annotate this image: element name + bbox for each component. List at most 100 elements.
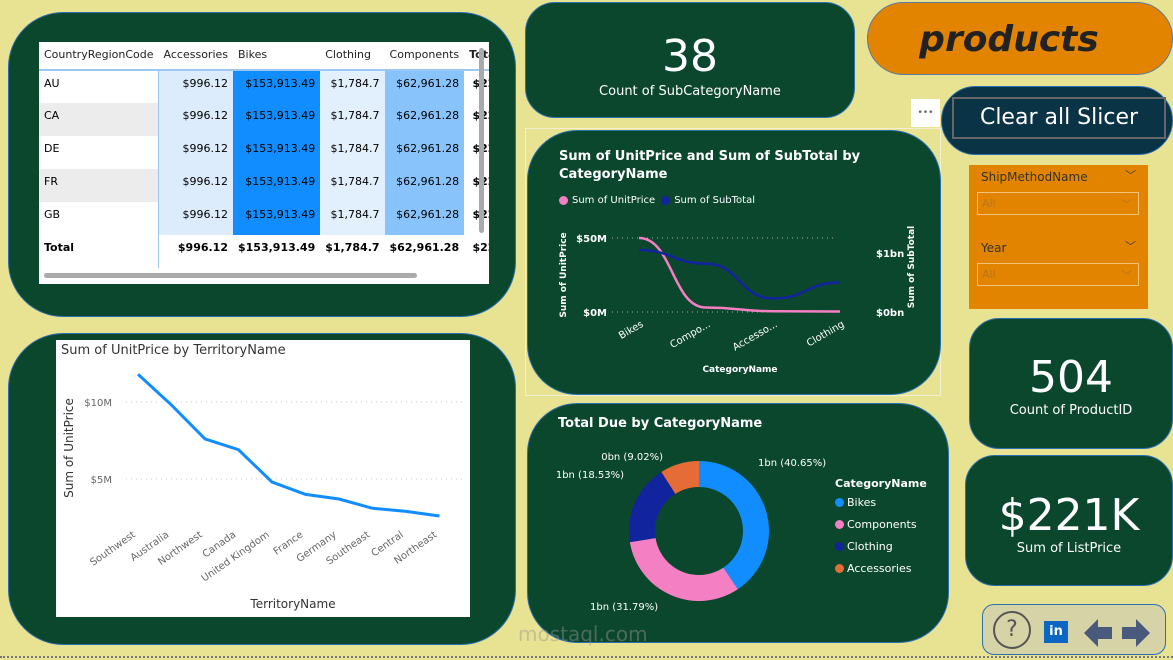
horizontal-scrollbar[interactable] bbox=[44, 273, 417, 278]
clear-all-slicer-button[interactable]: Clear all Slicer bbox=[952, 97, 1166, 139]
linkedin-button[interactable]: in bbox=[1044, 621, 1068, 643]
data-label: 1bn (40.65%) bbox=[758, 458, 826, 469]
legend-item[interactable]: Sum of UnitPrice bbox=[572, 195, 656, 206]
col-header[interactable]: CountryRegionCode bbox=[39, 42, 159, 71]
legend-dot-icon bbox=[835, 498, 844, 507]
table-cell: $153,913.49 bbox=[233, 136, 321, 169]
table-cell: $1,784.7 bbox=[320, 202, 385, 235]
total-cell: $22 bbox=[464, 235, 489, 268]
nav-arrows bbox=[1084, 619, 1150, 647]
legend-dot-icon bbox=[835, 542, 844, 551]
table-cell: DE bbox=[44, 142, 60, 155]
watermark: mostaql.com bbox=[518, 622, 648, 646]
forward-arrow-icon[interactable] bbox=[1122, 619, 1150, 647]
table-cell: $996.12 bbox=[158, 103, 233, 136]
donut-svg: 1bn (40.65%) 1bn (31.79%) 1bn (18.53%) 0bn … bbox=[556, 452, 826, 613]
legend-dot-icon bbox=[559, 196, 568, 205]
slicer-panel: ShipMethodName ﹀ All ﹀ Year ﹀ All ﹀ bbox=[969, 165, 1148, 309]
data-label: 1bn (31.79%) bbox=[590, 602, 658, 613]
combo-chart-panel: Sum of UnitPrice and Sum of SubTotal by … bbox=[527, 130, 941, 395]
table-cell: $22 bbox=[464, 169, 489, 202]
table-cell: $62,961.28 bbox=[384, 103, 465, 136]
y-tick-label: $0M bbox=[583, 308, 607, 319]
col-header[interactable]: Tota bbox=[464, 42, 489, 71]
chart-title: Sum of UnitPrice and Sum of SubTotal by … bbox=[559, 149, 861, 182]
table-cell: $22 bbox=[464, 103, 489, 136]
legend-item[interactable]: Clothing bbox=[835, 540, 927, 553]
donut-slice-bikes bbox=[699, 461, 769, 590]
y-tick-label: $5M bbox=[91, 475, 112, 486]
vertical-scrollbar[interactable] bbox=[479, 48, 484, 233]
total-row: Total $996.12 $153,913.49 $1,784.7 $62,961.2… bbox=[39, 235, 489, 268]
matrix-table: CountryRegionCode Accessories Bikes Clot… bbox=[39, 42, 489, 284]
legend-title: CategoryName bbox=[835, 477, 927, 490]
page-title-banner: products bbox=[867, 2, 1173, 75]
total-cell: $153,913.49 bbox=[233, 235, 321, 268]
page-border-bottom bbox=[0, 656, 1173, 658]
chevron-down-icon[interactable]: ﹀ bbox=[1125, 169, 1136, 182]
subtotal-series-line bbox=[638, 248, 841, 300]
combo-line-svg: $0M $50M $0bn $1bn Bikes Compo... Accesso... Cl… bbox=[559, 226, 917, 375]
total-cell: $1,784.7 bbox=[320, 235, 385, 268]
donut-legend: CategoryName Bikes Components Clothing Acce… bbox=[835, 477, 927, 584]
legend-item[interactable]: Sum of SubTotal bbox=[674, 195, 755, 206]
listprice-sum-card: $221K Sum of ListPrice bbox=[965, 455, 1173, 586]
card-label: Sum of ListPrice bbox=[1016, 541, 1122, 556]
territory-line-svg: $5M$10MSouthwestAustraliaNorthwestCanada… bbox=[62, 373, 466, 611]
x-tick-label: Clothing bbox=[805, 319, 847, 349]
x-tick-label: Southwest bbox=[88, 529, 137, 568]
slicer-label: Year bbox=[981, 241, 1007, 255]
ship-method-dropdown[interactable]: All ﹀ bbox=[977, 192, 1139, 215]
col-header[interactable]: Clothing bbox=[320, 42, 385, 71]
table-cell: $153,913.49 bbox=[233, 70, 321, 103]
total-cell: $996.12 bbox=[158, 235, 233, 268]
table-cell: $1,784.7 bbox=[320, 169, 385, 202]
chevron-down-icon: ﹀ bbox=[1121, 198, 1132, 211]
help-button[interactable]: ? bbox=[993, 611, 1031, 649]
col-header[interactable]: Accessories bbox=[158, 42, 233, 71]
donut-slice-components bbox=[629, 538, 738, 601]
legend-dot-icon bbox=[835, 520, 844, 529]
unitprice-series-line bbox=[638, 236, 841, 313]
table-cell: $1,784.7 bbox=[320, 136, 385, 169]
legend-label: Components bbox=[847, 518, 917, 531]
card-label: Count of ProductID bbox=[1009, 403, 1133, 418]
table-cell: AU bbox=[44, 77, 60, 90]
table-cell: $1,784.7 bbox=[320, 103, 385, 136]
col-header[interactable]: Bikes bbox=[233, 42, 321, 71]
y2-axis-title: Sum of SubTotal bbox=[907, 226, 917, 309]
legend-label: Accessories bbox=[847, 562, 912, 575]
table-cell: $1,784.7 bbox=[320, 70, 385, 103]
table-cell: $22 bbox=[464, 202, 489, 235]
x-tick-label: Bikes bbox=[617, 319, 645, 342]
y2-tick-label: $1bn bbox=[876, 249, 904, 260]
legend-dot-icon bbox=[835, 564, 844, 573]
y-tick-label: $10M bbox=[84, 398, 112, 409]
col-header[interactable]: Components bbox=[384, 42, 465, 71]
table-row[interactable]: FR$996.12$153,913.49$1,784.7$62,961.28$2… bbox=[39, 169, 489, 202]
donut-slice-clothing bbox=[629, 471, 676, 543]
legend-label: Bikes bbox=[847, 496, 877, 509]
legend-item[interactable]: Accessories bbox=[835, 562, 927, 575]
legend-item[interactable]: Components bbox=[835, 518, 927, 531]
table-cell: GB bbox=[44, 208, 61, 221]
table-cell: $153,913.49 bbox=[233, 103, 321, 136]
more-options-button[interactable]: ••• bbox=[911, 99, 940, 127]
clear-slicer-container: Clear all Slicer bbox=[941, 86, 1173, 155]
total-cell: Total bbox=[39, 235, 159, 268]
table-cell: $153,913.49 bbox=[233, 169, 321, 202]
nav-bar: ? in bbox=[982, 604, 1166, 655]
table-row[interactable]: DE $996.12$153,913.49$1,784.7$62,961.28$2… bbox=[39, 136, 489, 169]
dropdown-value: All bbox=[982, 268, 996, 281]
table-row[interactable]: AU $996.12$153,913.49$1,784.7$62,961.28$2… bbox=[39, 70, 489, 103]
table-row[interactable]: CA$996.12$153,913.49$1,784.7$62,961.28$2… bbox=[39, 103, 489, 136]
x-tick-label: Compo... bbox=[668, 319, 712, 351]
x-axis-title: TerritoryName bbox=[249, 597, 335, 611]
table-row[interactable]: GB $996.12$153,913.49$1,784.7$62,961.28$2… bbox=[39, 202, 489, 235]
year-dropdown[interactable]: All ﹀ bbox=[977, 263, 1139, 286]
chart-title: Total Due by CategoryName bbox=[558, 416, 763, 431]
chevron-down-icon[interactable]: ﹀ bbox=[1125, 240, 1136, 253]
page-title: products bbox=[919, 19, 1099, 60]
legend-item[interactable]: Bikes bbox=[835, 496, 927, 509]
back-arrow-icon[interactable] bbox=[1084, 619, 1112, 647]
